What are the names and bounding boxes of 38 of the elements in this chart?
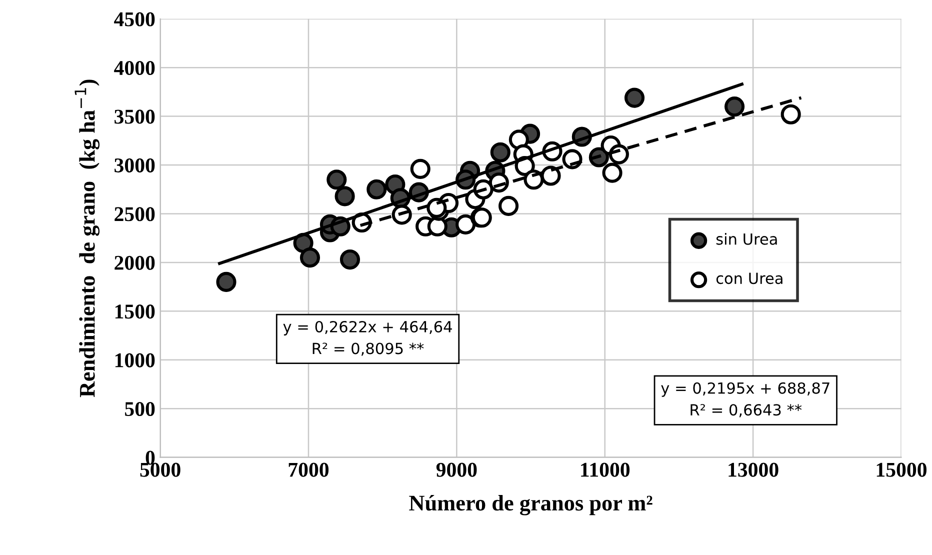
- y-tick-label: 2500: [114, 207, 155, 222]
- x-tick-label: 5000: [140, 462, 180, 477]
- point: [724, 96, 745, 117]
- annotation: y = 0,2195x + 688,87 R² = 0,6643 **: [661, 382, 830, 418]
- x-tick-label: 7000: [288, 462, 329, 477]
- point: [624, 88, 645, 108]
- x-tick-label: 13000: [728, 462, 778, 477]
- legend-label: con Urea: [716, 272, 782, 284]
- y-tick-label: 500: [125, 402, 155, 416]
- point: [602, 162, 622, 183]
- y-axis-title: Rendimiento de grano (kg ha$^{−1}$): [74, 80, 100, 398]
- point: [216, 272, 236, 292]
- point: [456, 214, 476, 234]
- point: [326, 170, 347, 190]
- y-tick-label: 4500: [114, 12, 155, 26]
- point: [334, 186, 355, 206]
- annotation: y = 0,2622x + 464,64 R² = 0,8095 **: [283, 320, 452, 356]
- point: [300, 248, 320, 268]
- point: [498, 196, 519, 216]
- x-tick-label: 15000: [876, 462, 926, 477]
- point: [490, 142, 510, 162]
- point: [780, 104, 801, 124]
- y-tick-label: 1500: [115, 304, 155, 319]
- legend-label: sin Urea: [716, 233, 777, 245]
- point: [366, 179, 387, 200]
- point: [427, 216, 448, 236]
- y-tick-label: 2000: [114, 256, 155, 270]
- x-tick-label: 11000: [581, 462, 630, 477]
- x-tick-label: 9000: [436, 462, 477, 477]
- y-tick-label: 3500: [114, 110, 155, 124]
- point: [540, 166, 561, 186]
- point: [410, 158, 430, 179]
- point: [340, 249, 360, 270]
- y-tick-label: 3000: [114, 158, 155, 172]
- y-tick-label: 1000: [115, 353, 155, 368]
- y-tick-label: 0: [146, 450, 155, 465]
- y-tick-label: 4000: [114, 60, 155, 76]
- x-axis-title: Número de granos por m²: [409, 494, 652, 516]
